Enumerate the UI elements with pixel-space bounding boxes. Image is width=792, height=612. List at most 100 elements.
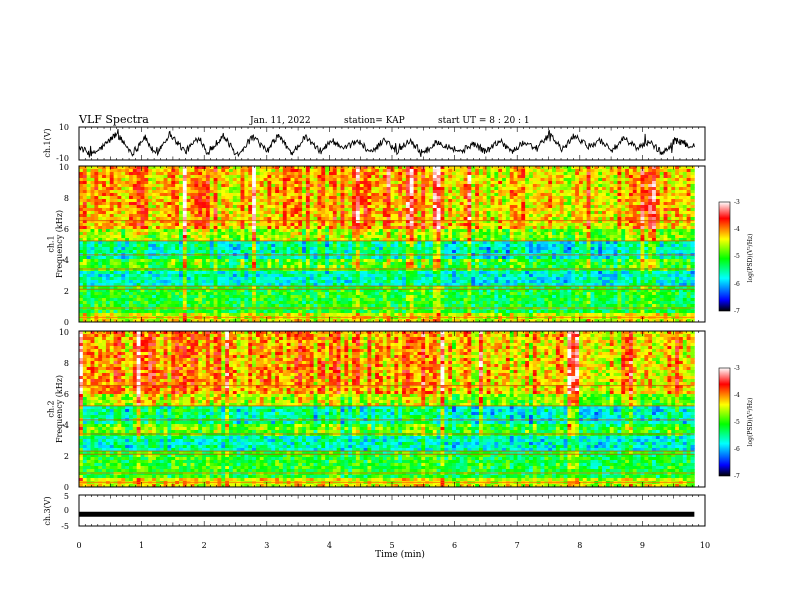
spectrogram-cell (267, 199, 272, 203)
spectrogram-cell (428, 172, 434, 176)
spectrogram-cell (336, 235, 341, 239)
spectrogram-cell (390, 169, 395, 173)
spectrogram-cell (190, 241, 195, 245)
spectrogram-cell (271, 238, 276, 242)
spectrogram-cell (352, 181, 357, 185)
spectrogram-cell (505, 172, 511, 176)
spectrogram-cell (240, 235, 245, 239)
spectrogram-cell (367, 199, 372, 203)
spectrogram-cell (613, 244, 618, 248)
spectrogram-cell (548, 223, 553, 227)
spectrogram-cell (663, 175, 668, 179)
spectrogram-cell (428, 178, 434, 182)
spectrogram-cell (417, 217, 422, 221)
spectrogram-cell (198, 184, 203, 188)
spectrogram-cell (352, 199, 357, 203)
spectrogram-cell (263, 175, 268, 179)
spectrogram-cell (421, 187, 426, 191)
spectrogram-cell (275, 232, 280, 236)
spectrogram-cell (375, 196, 380, 200)
spectrogram-cell (444, 184, 449, 188)
spectrogram-cell (148, 175, 153, 179)
spectrogram-cell (644, 187, 649, 191)
spectrogram-cell (148, 229, 153, 233)
spectrogram-cell (563, 181, 568, 185)
spectrogram-cell (682, 199, 688, 203)
spectrogram-cell (525, 199, 530, 203)
spectrogram-cell (102, 199, 107, 203)
spectrogram-cell (86, 235, 91, 239)
spectrogram-cell (267, 181, 272, 185)
spectrogram-cell (205, 250, 211, 254)
spectrogram-cell (690, 241, 695, 245)
spectrogram-cell (444, 217, 449, 221)
spectrogram-cell (671, 250, 676, 254)
spectrogram-cell (478, 172, 484, 176)
spectrogram-cell (313, 238, 318, 242)
spectrogram-cell (490, 166, 495, 170)
spectrogram-cell (352, 172, 357, 176)
spectrogram-cell (448, 229, 453, 233)
spectrogram-cell (236, 226, 241, 230)
spectrogram-cell (452, 187, 457, 191)
spectrogram-cell (648, 187, 653, 191)
spectrogram-cell (305, 247, 311, 251)
spectrogram-cell (617, 202, 622, 206)
spectrogram-cell (486, 190, 491, 194)
spectrogram-cell (636, 238, 641, 242)
spectrogram-cell (105, 187, 111, 191)
spectrogram-cell (540, 220, 545, 224)
spectrogram-cell (605, 193, 611, 197)
spectrogram-cell (390, 226, 395, 230)
spectrogram-cell (378, 196, 384, 200)
spectrogram-cell (609, 232, 614, 236)
spectrogram-cell (367, 190, 372, 194)
spectrogram-cell (363, 178, 368, 182)
spectrogram-cell (521, 226, 526, 230)
spectrogram-cell (117, 172, 122, 176)
spectrogram-cell (567, 172, 572, 176)
spectrogram-cell (567, 205, 572, 209)
spectrogram-cell (298, 169, 303, 173)
spectrogram-cell (105, 247, 111, 251)
spectrogram-cell (421, 241, 426, 245)
spectrogram-cell (436, 184, 441, 188)
spectrogram-cell (455, 208, 461, 212)
spectrogram-cell (282, 202, 288, 206)
spectrogram-cell (332, 175, 338, 179)
spectrogram-cell (79, 196, 84, 200)
spectrogram-cell (632, 223, 638, 227)
spectrogram-cell (228, 226, 234, 230)
spectrogram-cell (582, 211, 588, 215)
spectrogram-cell (625, 250, 630, 254)
spectrogram-cell (344, 175, 349, 179)
spectrogram-cell (609, 172, 614, 176)
spectrogram-cell (509, 235, 514, 239)
spectrogram-cell (555, 190, 561, 194)
spectrogram-cell (409, 190, 414, 194)
spectrogram-cell (286, 199, 291, 203)
spectrogram-cell (605, 208, 611, 212)
spectrogram-cell (613, 169, 618, 173)
spectrogram-cell (290, 187, 295, 191)
spectrogram-cell (648, 217, 653, 221)
spectrogram-cell (459, 166, 464, 170)
spectrogram-cell (655, 250, 661, 254)
spectrogram-cell (121, 196, 126, 200)
spectrogram-cell (121, 166, 126, 170)
spectrogram-cell (655, 184, 661, 188)
spectrogram-cell (136, 172, 141, 176)
spectrogram-cell (302, 175, 307, 179)
spectrogram-cell (209, 247, 215, 251)
spectrogram-cell (671, 202, 676, 206)
spectrogram-cell (548, 217, 553, 221)
spectrogram-cell (267, 178, 272, 182)
spectrogram-cell (502, 235, 507, 239)
spectrogram-cell (155, 211, 161, 215)
spectrogram-cell (271, 196, 276, 200)
spectrogram-cell (659, 199, 664, 203)
spectrogram-cell (548, 190, 553, 194)
spectrogram-cell (94, 241, 99, 245)
spectrogram-cell (321, 187, 326, 191)
spectrogram-cell (175, 235, 180, 239)
